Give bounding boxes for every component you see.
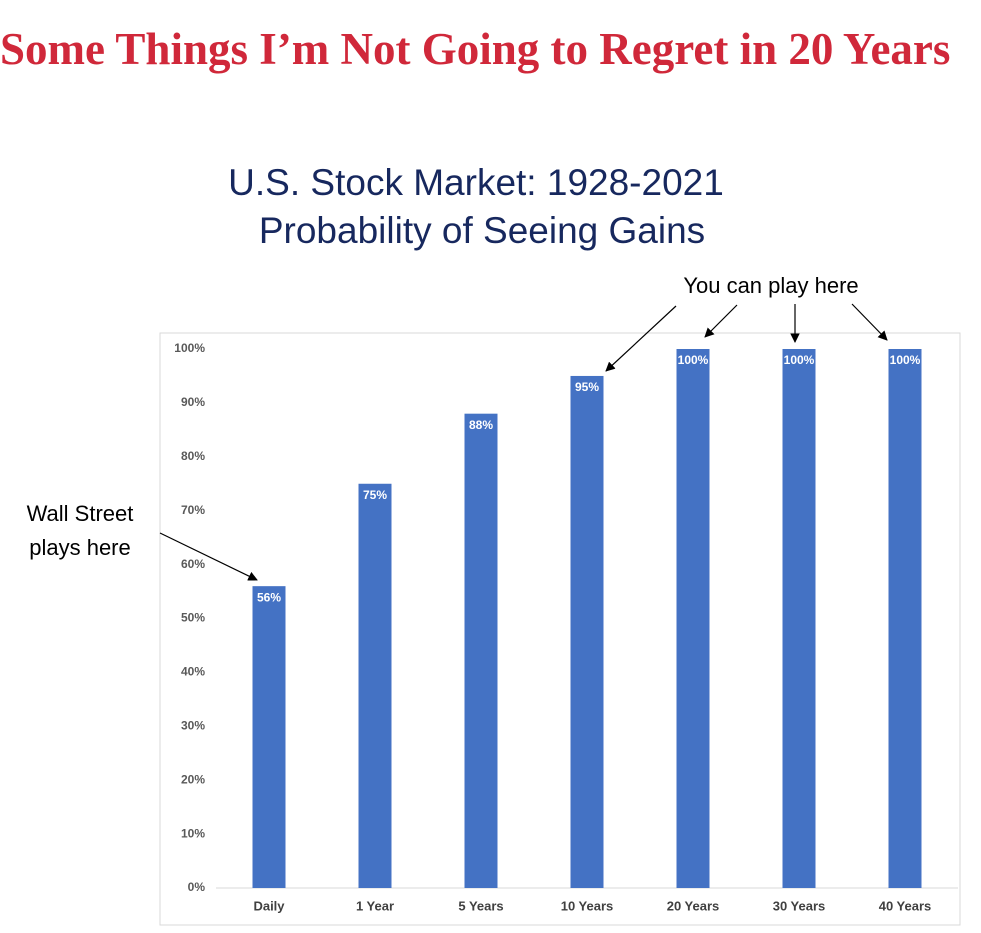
annotation: Wall Street [27,501,134,526]
x-tick-label: 1 Year [356,898,394,913]
y-tick-label: 0% [188,880,206,894]
chart-subtitle: Probability of Seeing Gains [259,210,705,251]
y-tick-label: 60% [181,557,205,571]
data-label: 56% [257,590,281,604]
annotation-arrows [159,303,888,581]
y-tick-label: 10% [181,826,205,840]
y-tick-label: 20% [181,772,205,786]
bar [358,483,392,888]
x-tick-label: Daily [253,898,285,913]
chart-title: U.S. Stock Market: 1928-2021 [228,162,724,203]
bar [570,375,604,888]
data-label: 100% [784,353,815,367]
x-tick-label: 5 Years [458,898,503,913]
data-label: 100% [890,353,921,367]
bar [676,349,710,888]
bar [252,586,286,888]
y-tick-label: 30% [181,718,205,732]
y-tick-label: 70% [181,503,205,517]
x-tick-label: 10 Years [561,898,614,913]
y-tick-label: 90% [181,395,205,409]
y-tick-label: 100% [174,341,205,355]
x-tick-label: 30 Years [773,898,826,913]
annotation: You can play here [683,273,858,298]
annotation: plays here [29,535,131,560]
data-label: 88% [469,418,493,432]
bar [782,349,816,888]
y-tick-label: 50% [181,611,205,625]
y-tick-label: 80% [181,449,205,463]
bar [464,413,498,888]
page-heading: Some Things I’m Not Going to Regret in 2… [0,24,951,74]
x-tick-label: 20 Years [667,898,720,913]
data-label: 100% [678,353,709,367]
y-tick-label: 40% [181,665,205,679]
bar [888,349,922,888]
x-tick-label: 40 Years [879,898,932,913]
chart-frame [159,332,961,926]
data-label: 95% [575,380,599,394]
data-label: 75% [363,488,387,502]
